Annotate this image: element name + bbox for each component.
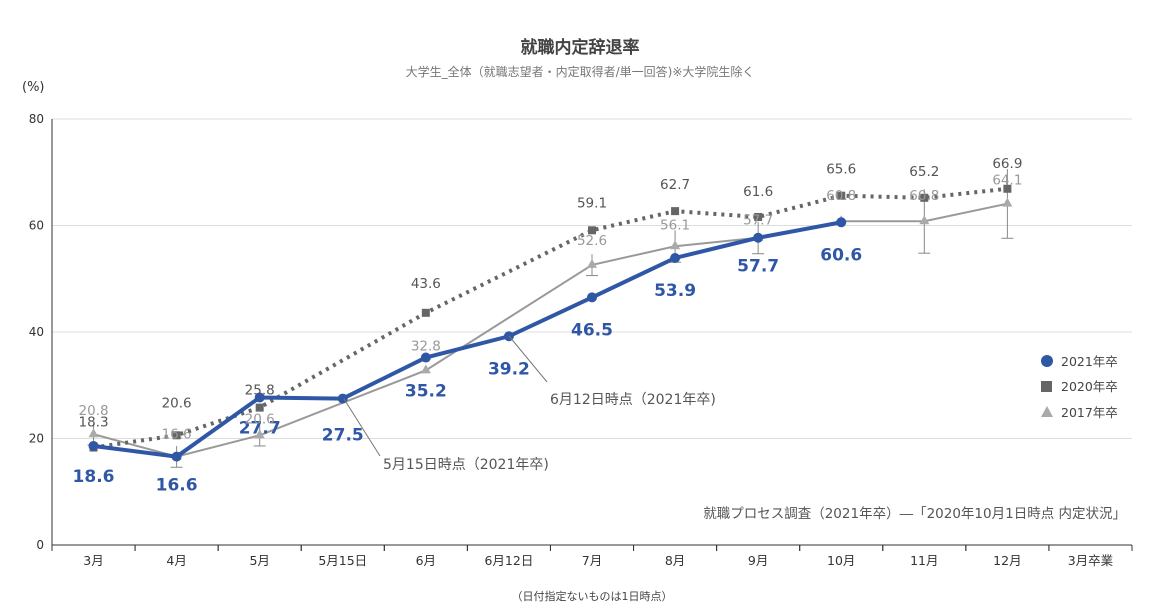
y-axis: 0 20 40 60 80: [29, 112, 53, 552]
series-line-2017: [93, 202, 1008, 458]
legend-label-2020: 2020年卒: [1061, 379, 1118, 394]
point-2021: [670, 252, 681, 263]
x-tick-label: 4月: [166, 553, 186, 568]
point-2021: [836, 217, 847, 228]
label-2017: 20.8: [79, 403, 109, 419]
point-2017: [587, 258, 597, 268]
point-2021: [587, 292, 597, 303]
x-tick-label: 11月: [910, 553, 938, 568]
x-tick-label: 6月12日: [484, 553, 533, 568]
series-2021: [88, 217, 847, 462]
label-2017: 57.7: [743, 213, 773, 229]
point-2020: [588, 226, 596, 235]
label-2020: 18.3: [79, 415, 109, 431]
point-2021: [753, 232, 764, 243]
point-2017: [670, 240, 681, 250]
y-axis-unit: (%): [22, 80, 45, 95]
point-2020: [754, 212, 763, 221]
x-tick-label: 7月: [582, 553, 602, 568]
x-tick-label: 6月: [416, 553, 436, 568]
label-2021: 57.7: [737, 257, 779, 277]
x-tick-label: 12月: [993, 553, 1021, 568]
label-2017: 60.8: [826, 188, 856, 204]
label-2021: 35.2: [405, 382, 447, 402]
x-tick-label: 3月卒業: [1068, 553, 1114, 568]
data-labels: 18.6 16.6 27.7 27.5 35.2 39.2 46.5 53.9 57.7 60.6…: [73, 156, 1023, 496]
point-2017: [1002, 197, 1013, 207]
chart-title: 就職内定辞退率: [521, 37, 640, 58]
legend-label-2017: 2017年卒: [1061, 405, 1118, 420]
series-line-2021: [93, 220, 842, 459]
point-2021: [171, 451, 182, 462]
point-2017: [420, 364, 431, 374]
label-2020: 20.6: [162, 395, 192, 411]
legend: 2021年卒 2020年卒 2017年卒: [1041, 354, 1118, 420]
point-2020: [421, 308, 430, 317]
y-tick-20: 20: [29, 432, 44, 446]
label-2021: 27.5: [322, 426, 364, 446]
point-2017: [254, 429, 265, 439]
legend-label-2021: 2021年卒: [1061, 354, 1118, 369]
label-2021: 46.5: [571, 320, 613, 340]
point-2017: [88, 428, 99, 438]
point-2020: [671, 207, 680, 216]
point-2020: [172, 431, 181, 440]
label-2021: 16.6: [156, 476, 198, 496]
label-2021: 53.9: [654, 281, 696, 301]
grid-lines: [52, 118, 1132, 546]
point-2020: [837, 191, 846, 200]
label-2020: 62.7: [660, 177, 690, 193]
x-tick-label: 9月: [748, 553, 768, 568]
y-tick-60: 60: [29, 219, 44, 233]
point-2017: [919, 215, 930, 225]
point-2020: [255, 403, 264, 412]
legend-marker-2017: [1041, 406, 1053, 417]
annotation-jun12: 6月12日時点（2021年卒): [550, 392, 716, 408]
label-2017: 52.6: [577, 233, 607, 249]
label-2020: 25.8: [245, 383, 275, 399]
annotation-may15: 5月15日時点（2021年卒): [383, 457, 549, 473]
label-2020: 59.1: [577, 195, 607, 211]
x-tick-label: 5月: [249, 553, 269, 568]
label-2020: 43.6: [411, 276, 441, 292]
x-tick-label: 5月15日: [318, 553, 367, 568]
label-2017: 64.1: [992, 173, 1022, 189]
label-2020: 61.6: [743, 184, 773, 200]
point-2020: [920, 193, 929, 202]
legend-marker-2020: [1041, 381, 1052, 392]
y-tick-80: 80: [29, 112, 44, 126]
chart-subtitle: 大学生_全体（就職志望者・内定取得者/単一回答)※大学院生除く: [406, 64, 755, 79]
label-2017: 60.8: [909, 188, 939, 204]
footnote: （日付指定ないものは1日時点）: [512, 589, 673, 603]
point-2021: [420, 352, 431, 363]
point-2020: [1003, 184, 1012, 193]
annotation-leader-may15: [343, 398, 381, 457]
y-tick-0: 0: [36, 538, 44, 552]
x-tick-label: 3月: [83, 553, 103, 568]
point-2021: [254, 392, 265, 403]
label-2017: 32.8: [411, 338, 441, 354]
legend-marker-2021: [1041, 355, 1053, 367]
label-2017: 20.6: [245, 411, 275, 427]
label-2020: 66.9: [992, 156, 1022, 172]
annotation-leader-jun12: [508, 335, 548, 383]
label-2021: 60.6: [820, 245, 862, 265]
annotations: 5月15日時点（2021年卒) 6月12日時点（2021年卒): [343, 335, 716, 473]
x-tick-label: 10月: [827, 553, 855, 568]
point-2021: [88, 440, 99, 451]
label-2021: 27.7: [239, 418, 281, 438]
label-2020: 65.6: [826, 162, 856, 178]
y-tick-40: 40: [29, 325, 44, 339]
label-2020: 65.2: [909, 164, 939, 180]
x-axis: 3月 4月 5月 5月15日 6月 6月12日 7月 8月 9月 10月 11月 12月 3月卒業: [51, 545, 1133, 568]
label-2021: 39.2: [488, 359, 530, 379]
label-2021: 18.6: [73, 467, 115, 487]
label-2017: 16.6: [162, 427, 192, 443]
label-2017: 56.1: [660, 217, 690, 233]
x-tick-label: 8月: [665, 553, 685, 568]
source-note: 就職プロセス調査（2021年卒）―「2020年10月1日時点 内定状況」: [703, 506, 1126, 522]
